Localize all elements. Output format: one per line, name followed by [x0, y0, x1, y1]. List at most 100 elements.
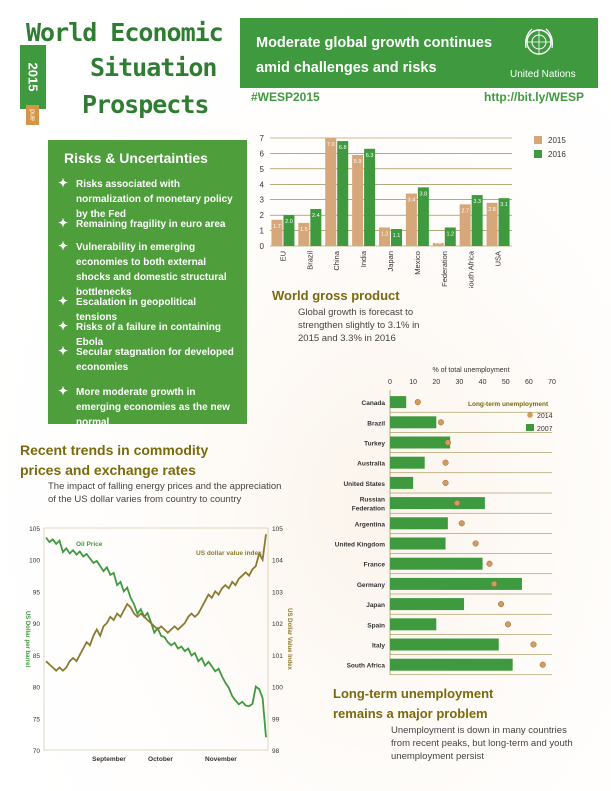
dot-2014 — [442, 459, 449, 466]
dot-2014 — [504, 621, 512, 628]
star-bullet-icon: ✦ — [58, 344, 69, 358]
legend-swatch — [534, 136, 542, 144]
right-tick-label: 99 — [272, 716, 280, 723]
legend-swatch — [526, 424, 534, 431]
y-tick-label: 6 — [260, 149, 265, 158]
data-label: 2.0 — [285, 219, 293, 225]
y-tick-label: 3 — [260, 196, 265, 205]
series-line-dollar-index — [45, 534, 267, 672]
data-label: 3.3 — [473, 199, 481, 205]
x-tick-label: Brazil — [305, 251, 314, 270]
x-tick-label: 0 — [388, 379, 392, 386]
bar-2015 — [298, 222, 310, 246]
x-tick-label: 50 — [502, 379, 510, 386]
and-badge: and — [26, 105, 39, 125]
dot-2014 — [458, 520, 465, 527]
gdp-title: World gross product — [272, 288, 400, 303]
dot-2014 — [491, 580, 498, 587]
series-label: US dollar value index — [196, 550, 262, 557]
y-tick-label: 4 — [260, 180, 265, 189]
dot-2014 — [539, 661, 546, 668]
left-tick-label: 80 — [33, 685, 41, 692]
bar-2016 — [337, 141, 349, 246]
category-label: South Africa — [347, 663, 386, 670]
bar-2007 — [390, 537, 446, 550]
unemployment-title: Long-term unemployment remains a major p… — [333, 686, 494, 721]
risks-title: Risks & Uncertainties — [64, 150, 208, 166]
series-label: Oil Price — [76, 541, 103, 548]
dot-2014 — [498, 601, 505, 608]
bar-2016 — [310, 208, 322, 246]
risk-item: ✦ Remaining fragility in euro area — [58, 216, 226, 230]
category-label: Canada — [362, 400, 386, 407]
category-label: Japan — [366, 602, 385, 609]
title-line-3: Prospects — [82, 90, 209, 119]
bar-2016 — [417, 187, 429, 246]
risk-item: ✦ Escalation in geopolitical tensions — [58, 294, 197, 323]
x-tick-label: 60 — [525, 379, 533, 386]
star-bullet-icon: ✦ — [58, 239, 69, 253]
bar-2015 — [325, 138, 337, 246]
bar-2016 — [498, 198, 510, 246]
legend-title: Long-term unemployment — [468, 401, 549, 408]
star-bullet-icon: ✦ — [58, 216, 69, 230]
x-tick-label: South Africa — [467, 250, 476, 288]
data-label: 6.8 — [339, 145, 347, 151]
risk-item: ✦ Secular stagnation for developed econom… — [58, 344, 234, 373]
category-label: Brazil — [367, 420, 385, 427]
data-label: 1.7 — [273, 224, 281, 230]
bar-2015 — [432, 242, 444, 246]
x-tick-label: USA — [494, 251, 503, 266]
dot-2014 — [414, 399, 421, 406]
risk-item: ✦ Vulnerability in emerging economies to … — [58, 239, 227, 298]
data-label: 3.8 — [420, 191, 428, 197]
bar-2015 — [352, 154, 364, 246]
dot-2014 — [444, 439, 451, 446]
risk-item: ✦ More moderate growth in emerging econom… — [58, 384, 230, 428]
y-tick-label: 5 — [260, 165, 265, 174]
left-tick-label: 85 — [33, 653, 41, 660]
right-tick-label: 102 — [272, 621, 283, 628]
bar-2015 — [459, 204, 471, 246]
unemployment-chart: % of total unemployment 0 10 20 30 40 50 60 70 Ca… — [335, 367, 556, 676]
star-bullet-icon: ✦ — [58, 176, 69, 190]
x-tick-label: India — [359, 250, 368, 267]
bar-2015 — [271, 219, 283, 246]
organization-name: United Nations — [510, 69, 576, 80]
bar-2007 — [390, 577, 522, 590]
report-link[interactable]: http://bit.ly/WESP — [484, 90, 584, 104]
bar-2007 — [390, 638, 499, 651]
bar-2015 — [405, 193, 417, 246]
right-tick-label: 103 — [272, 589, 283, 596]
bar-2016 — [364, 148, 376, 246]
bar-2015 — [486, 202, 498, 246]
left-tick-label: 70 — [33, 748, 41, 755]
un-emblem-icon — [525, 28, 553, 55]
headline-banner: Moderate global growth continues amid ch… — [240, 18, 598, 88]
right-tick-label: 104 — [272, 558, 283, 565]
right-axis-label: US Dollar Value Index — [286, 608, 292, 670]
category-label: Turkey — [364, 441, 385, 448]
x-tick-label: September — [92, 756, 126, 763]
category-label: Spain — [367, 622, 385, 629]
unemployment-body: Unemployment is down in many countries f… — [391, 725, 573, 762]
left-tick-label: 105 — [29, 526, 40, 533]
risk-item: ✦ Risks of a failure in containing Ebola — [58, 319, 222, 348]
data-label: 6.3 — [366, 153, 374, 159]
data-label: 0.2 — [434, 240, 442, 246]
left-tick-label: 100 — [29, 558, 40, 565]
bar-2016 — [283, 215, 295, 246]
category-label: United States — [343, 481, 385, 488]
x-tick-label: China — [332, 250, 341, 270]
risks-panel: Risks & Uncertainties ✦ Risks associated … — [48, 140, 247, 428]
bar-2007 — [390, 658, 513, 671]
data-label: 2.7 — [461, 208, 469, 214]
oil-dollar-chart: 70 75 80 85 90 95 100 105 98 99 100 101 102 103 104 105… — [24, 526, 292, 763]
report-title: World Economic 2015 Situation and Prospe… — [20, 18, 235, 128]
category-label: Federation — [352, 506, 385, 513]
category-label: France — [364, 562, 386, 569]
bar-2007 — [390, 517, 448, 530]
category-label: Australia — [357, 461, 385, 468]
data-label: 1.2 — [446, 231, 454, 237]
commodity-title: Recent trends in commodity prices and ex… — [20, 442, 209, 478]
